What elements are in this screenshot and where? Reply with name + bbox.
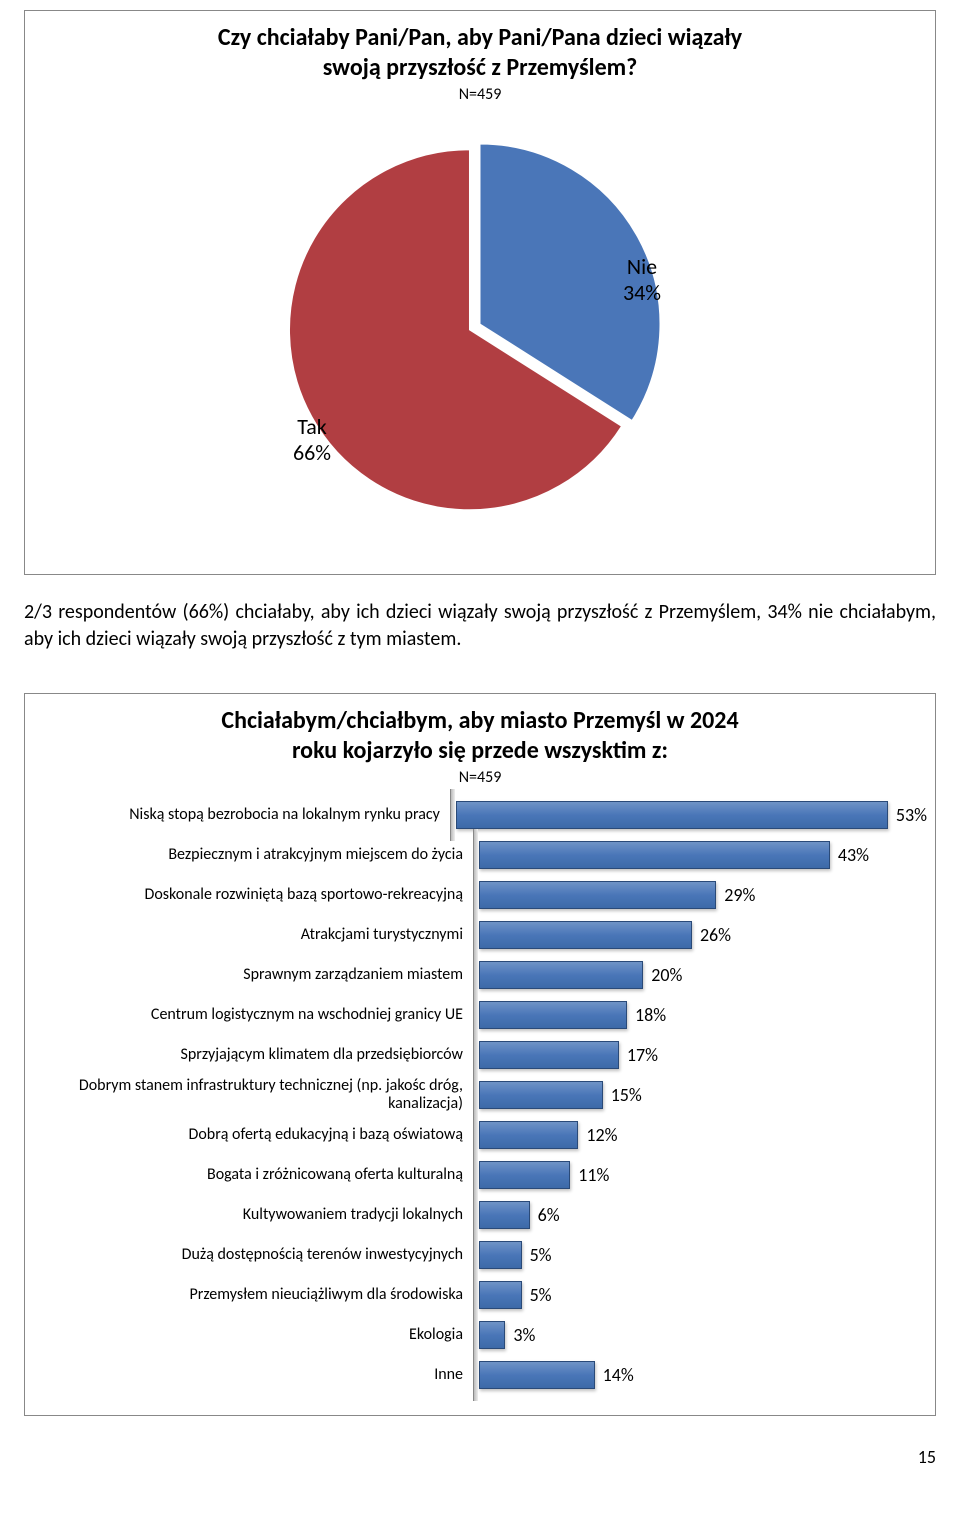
- bar-value: 29%: [724, 884, 755, 906]
- bar-value: 12%: [586, 1124, 617, 1146]
- bar-value: 3%: [513, 1324, 535, 1346]
- bar-value: 17%: [627, 1044, 658, 1066]
- pie-label-nie: Nie 34%: [623, 254, 661, 307]
- bar-track: 6%: [473, 1195, 927, 1235]
- bar-track: 5%: [473, 1275, 927, 1315]
- bar-row: Dobrym stanem infrastruktury technicznej…: [33, 1075, 927, 1115]
- bar-row: Dużą dostępnością terenów inwestycyjnych…: [33, 1235, 927, 1275]
- bar-rect: [479, 1041, 619, 1069]
- bar-track: 11%: [473, 1155, 927, 1195]
- bar-track: 3%: [473, 1315, 927, 1355]
- bar-subtitle: N=459: [33, 768, 927, 787]
- bar-row: Doskonale rozwiniętą bazą sportowo-rekre…: [33, 875, 927, 915]
- bar-category: Bogata i zróżnicowaną oferta kulturalną: [33, 1166, 473, 1184]
- pie-label-nie-pct: 34%: [623, 279, 661, 306]
- bar-row: Sprzyjającym klimatem dla przedsiębiorcó…: [33, 1035, 927, 1075]
- bar-row: Ekologia 3%: [33, 1315, 927, 1355]
- pie-label-tak-text: Tak: [297, 413, 327, 440]
- bar-row: Przemysłem nieuciążliwym dla środowiska 5…: [33, 1275, 927, 1315]
- bar-row: Kultywowaniem tradycji lokalnych 6%: [33, 1195, 927, 1235]
- bar-value: 43%: [838, 844, 869, 866]
- pie-area: Nie 34% Tak 66%: [33, 114, 927, 554]
- bar-category: Ekologia: [33, 1326, 473, 1344]
- bar-title: Chciałabym/chciałbym, aby miasto Przemyś…: [33, 706, 927, 766]
- bar-rect: [479, 921, 692, 949]
- bar-category: Przemysłem nieuciążliwym dla środowiska: [33, 1286, 473, 1304]
- bar-track: 18%: [473, 995, 927, 1035]
- bar-rect: [456, 801, 888, 829]
- bar-row: Sprawnym zarządzaniem miastem 20%: [33, 955, 927, 995]
- bar-category: Dobrą ofertą edukacyjną i bazą oświatową: [33, 1126, 473, 1144]
- bar-rect: [479, 1201, 530, 1229]
- bars-area: Niską stopą bezrobocia na lokalnym rynku…: [33, 795, 927, 1395]
- bar-value: 15%: [611, 1084, 642, 1106]
- bar-category: Kultywowaniem tradycji lokalnych: [33, 1206, 473, 1224]
- bar-category: Sprawnym zarządzaniem miastem: [33, 966, 473, 984]
- bar-title-line1: Chciałabym/chciałbym, aby miasto Przemyś…: [221, 706, 738, 735]
- bar-rect: [479, 881, 716, 909]
- bar-track: 5%: [473, 1235, 927, 1275]
- bar-track: 43%: [473, 835, 927, 875]
- bar-value: 11%: [578, 1164, 609, 1186]
- bar-rect: [479, 1161, 570, 1189]
- pie-title: Czy chciałaby Pani/Pan, aby Pani/Pana dz…: [33, 23, 927, 83]
- pie-title-line2: swoją przyszłość z Przemyślem?: [323, 53, 638, 82]
- bar-track: 17%: [473, 1035, 927, 1075]
- bar-value: 20%: [651, 964, 682, 986]
- bar-track: 14%: [473, 1355, 927, 1395]
- bar-track: 12%: [473, 1115, 927, 1155]
- bar-track: 20%: [473, 955, 927, 995]
- bar-chart-box: Chciałabym/chciałbym, aby miasto Przemyś…: [24, 693, 936, 1416]
- bar-value: 14%: [603, 1364, 634, 1386]
- bar-track: 15%: [473, 1075, 927, 1115]
- pie-title-line1: Czy chciałaby Pani/Pan, aby Pani/Pana dz…: [218, 23, 742, 52]
- bar-track: 53%: [450, 795, 927, 835]
- bar-category: Niską stopą bezrobocia na lokalnym rynku…: [33, 806, 450, 824]
- bar-row: Bezpiecznym i atrakcyjnym miejscem do ży…: [33, 835, 927, 875]
- pie-label-tak: Tak 66%: [293, 414, 331, 467]
- pie-label-tak-pct: 66%: [293, 439, 331, 466]
- bar-row: Dobrą ofertą edukacyjną i bazą oświatową…: [33, 1115, 927, 1155]
- bar-category: Dużą dostępnością terenów inwestycyjnych: [33, 1246, 473, 1264]
- bar-category: Atrakcjami turystycznymi: [33, 926, 473, 944]
- bar-rect: [479, 1001, 627, 1029]
- bar-row: Centrum logistycznym na wschodniej grani…: [33, 995, 927, 1035]
- axis-line: [450, 789, 455, 841]
- bar-row: Atrakcjami turystycznymi 26%: [33, 915, 927, 955]
- bar-row: Inne 14%: [33, 1355, 927, 1395]
- bar-rect: [479, 1321, 505, 1349]
- bar-value: 53%: [896, 804, 927, 826]
- bar-category: Bezpiecznym i atrakcyjnym miejscem do ży…: [33, 846, 473, 864]
- bar-title-line2: roku kojarzyło się przede wszysktim z:: [292, 736, 668, 765]
- bar-track: 29%: [473, 875, 927, 915]
- summary-paragraph: 2/3 respondentów (66%) chciałaby, aby ic…: [24, 599, 936, 653]
- bar-category: Sprzyjającym klimatem dla przedsiębiorcó…: [33, 1046, 473, 1064]
- bar-rect: [479, 841, 830, 869]
- bar-track: 26%: [473, 915, 927, 955]
- page-number: 15: [0, 1446, 936, 1468]
- bar-category: Centrum logistycznym na wschodniej grani…: [33, 1006, 473, 1024]
- bar-rect: [479, 1081, 603, 1109]
- bar-value: 26%: [700, 924, 731, 946]
- bar-value: 5%: [530, 1244, 552, 1266]
- bar-rect: [479, 961, 643, 989]
- bar-rect: [479, 1241, 522, 1269]
- pie-svg: [230, 114, 730, 534]
- bar-category: Inne: [33, 1366, 473, 1384]
- pie-chart-box: Czy chciałaby Pani/Pan, aby Pani/Pana dz…: [24, 10, 936, 575]
- bar-value: 5%: [530, 1284, 552, 1306]
- bar-rect: [479, 1121, 578, 1149]
- bar-category: Dobrym stanem infrastruktury technicznej…: [33, 1077, 473, 1112]
- pie-label-nie-text: Nie: [627, 253, 657, 280]
- bar-row: Niską stopą bezrobocia na lokalnym rynku…: [33, 795, 927, 835]
- axis-line: [473, 1349, 478, 1401]
- bar-value: 6%: [538, 1204, 560, 1226]
- pie-subtitle: N=459: [33, 85, 927, 104]
- bar-rect: [479, 1361, 595, 1389]
- bar-rect: [479, 1281, 522, 1309]
- bar-category: Doskonale rozwiniętą bazą sportowo-rekre…: [33, 886, 473, 904]
- bar-value: 18%: [635, 1004, 666, 1026]
- bar-row: Bogata i zróżnicowaną oferta kulturalną 1…: [33, 1155, 927, 1195]
